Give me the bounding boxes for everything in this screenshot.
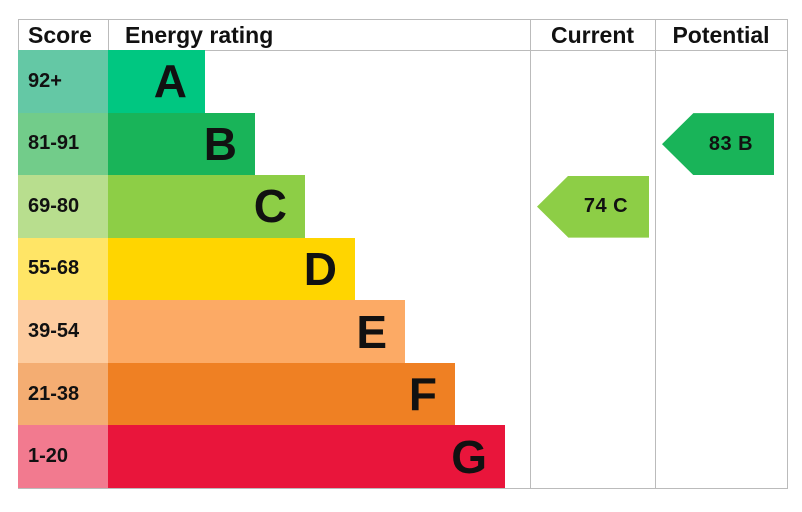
score-range-g: 1-20 — [18, 425, 108, 488]
rating-bar-d: D — [108, 237, 355, 301]
grid-line-header — [18, 50, 788, 51]
grid-line-vertical — [655, 19, 656, 489]
score-range-e: 39-54 — [18, 300, 108, 363]
current-rating-arrow: 74 C — [537, 175, 649, 238]
header-potential: Potential — [672, 22, 770, 48]
score-range-d: 55-68 — [18, 237, 108, 301]
potential-rating-arrow: 83 B — [662, 113, 774, 176]
score-range-a: 92+ — [18, 50, 108, 113]
grid-line-bottom — [18, 488, 788, 489]
grid-line-top — [18, 19, 788, 20]
score-range-f: 21-38 — [18, 362, 108, 426]
rating-bar-c: C — [108, 175, 305, 238]
score-range-b: 81-91 — [18, 112, 108, 176]
grid-line-vertical — [530, 19, 531, 489]
header-current: Current — [550, 22, 635, 48]
score-range-c: 69-80 — [18, 175, 108, 238]
header-score: Score — [28, 22, 92, 48]
header-energy-rating: Energy rating — [125, 22, 274, 48]
rating-bar-a: A — [108, 50, 205, 113]
rating-bar-b: B — [108, 112, 255, 176]
rating-bar-f: F — [108, 362, 455, 426]
rating-bar-e: E — [108, 300, 405, 363]
rating-bar-g: G — [108, 425, 505, 488]
grid-line-vertical — [787, 19, 788, 489]
